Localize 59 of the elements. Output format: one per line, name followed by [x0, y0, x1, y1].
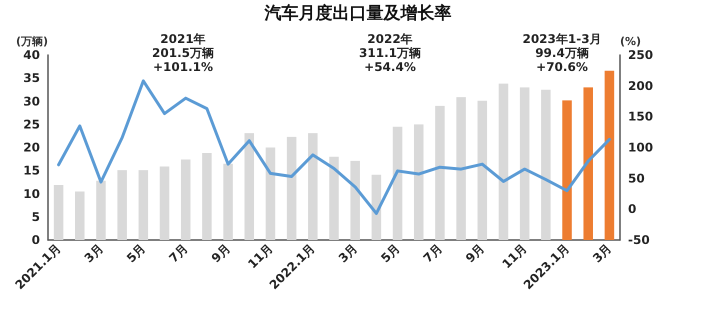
bar — [266, 148, 276, 240]
y2-tick-label: 100 — [628, 140, 654, 154]
x-tick-label: 9月 — [462, 241, 488, 266]
y-tick-label: 5 — [32, 210, 40, 224]
x-tick-label: 3月 — [82, 241, 106, 266]
bar — [54, 184, 64, 240]
bar — [350, 160, 360, 240]
bar — [541, 90, 551, 240]
bar — [223, 164, 233, 240]
x-tick-label: 9月 — [208, 241, 234, 266]
y-tick-label: 30 — [23, 94, 40, 108]
bar — [562, 100, 572, 240]
x-tick-label: 7月 — [166, 241, 191, 266]
bar — [96, 180, 106, 240]
y-tick-label: 10 — [23, 186, 40, 201]
x-tick-label: 5月 — [124, 241, 148, 266]
y-axis-title: (万辆) — [16, 35, 48, 48]
y-tick-label: 15 — [23, 164, 40, 178]
bar — [392, 126, 402, 240]
bar — [308, 133, 318, 240]
x-tick-label: 3月 — [590, 241, 614, 266]
bar — [583, 87, 593, 240]
x-tick-label: 5月 — [378, 241, 403, 266]
y2-tick-label: 200 — [628, 78, 654, 93]
bar — [329, 156, 339, 240]
y-tick-label: 40 — [23, 48, 40, 62]
bar — [160, 166, 170, 240]
bar — [414, 124, 424, 240]
bar — [520, 87, 530, 240]
bar — [138, 170, 148, 240]
annotation: 2021年 201.5万辆 +101.1% — [152, 32, 214, 74]
bar — [456, 97, 466, 240]
bar — [117, 170, 127, 240]
bar — [435, 106, 445, 240]
y-tick-label: 35 — [23, 71, 40, 86]
y2-tick-label: -50 — [628, 233, 650, 247]
bar — [498, 84, 508, 240]
annotation: 2022年 311.1万辆 +54.4% — [359, 32, 421, 74]
bar — [604, 70, 614, 240]
bar — [202, 153, 212, 240]
annotation: 2023年1-3月 99.4万辆 +70.6% — [522, 32, 602, 74]
y2-tick-label: 250 — [628, 48, 654, 62]
line-series — [57, 79, 611, 215]
bar — [286, 136, 296, 240]
chart-title: 汽车月度出口量及增长率 — [264, 4, 452, 24]
bar — [244, 133, 254, 240]
y2-tick-label: 0 — [628, 202, 636, 216]
bar — [180, 160, 190, 240]
y-tick-label: 0 — [32, 233, 40, 247]
bar — [478, 100, 488, 240]
bar — [75, 191, 85, 240]
y2-tick-label: 150 — [628, 110, 654, 124]
y-tick-label: 25 — [23, 117, 40, 132]
y-tick-label: 20 — [23, 140, 40, 154]
y2-axis-title: (%) — [620, 35, 642, 48]
x-tick-label: 3月 — [336, 241, 360, 266]
x-tick-label: 7月 — [420, 241, 445, 266]
y2-tick-label: 50 — [628, 171, 645, 186]
bar — [372, 174, 382, 240]
